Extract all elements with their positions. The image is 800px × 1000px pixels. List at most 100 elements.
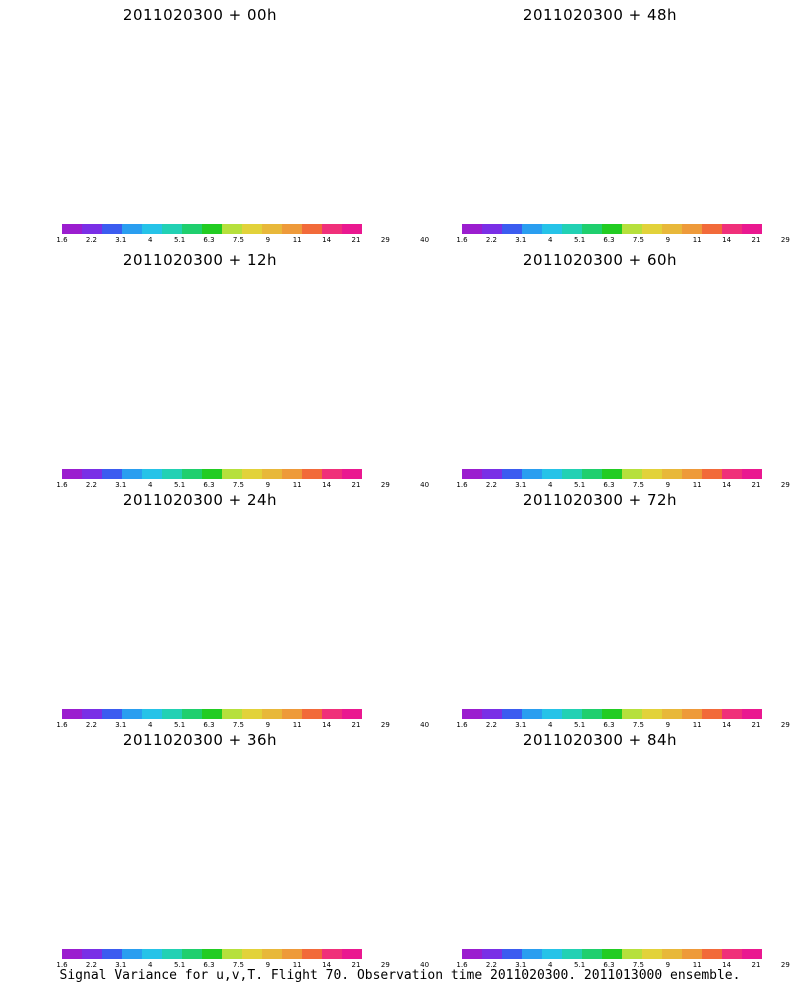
- colorbar-swatch: [222, 709, 242, 719]
- colorbar-tick-label: 40: [420, 481, 430, 489]
- variance-region-high: [191, 118, 208, 127]
- colorbar-tick-label: 2.2: [85, 721, 97, 729]
- forecast-panel: 2011020300 + 84h 1.6 2.2 3.1 4 5.1 6.3 7.5 9 11 14…: [400, 725, 800, 970]
- variance-region-mid: [165, 352, 205, 374]
- variance-region-low: [614, 784, 706, 841]
- colorbar-swatch: [342, 469, 362, 479]
- variance-map: [420, 273, 770, 458]
- variance-region-low: [238, 319, 283, 347]
- colorbar-tick-label: 3.1: [115, 481, 127, 489]
- colorbar-swatch: [102, 709, 122, 719]
- colorbar-swatch: [542, 469, 562, 479]
- colorbar-swatch: [722, 224, 742, 234]
- variance-region-mid: [596, 343, 655, 373]
- colorbar-swatch: [322, 949, 342, 959]
- colorbar-swatch: [582, 949, 602, 959]
- colorbar-tick-label: 14: [722, 481, 732, 489]
- variance-region-mid: [544, 820, 626, 865]
- colorbar-tick-label: 7.5: [632, 481, 644, 489]
- colorbar-tick-label: 1.6: [56, 481, 68, 489]
- colorbar-swatch: [62, 949, 82, 959]
- variance-region-high: [243, 99, 257, 107]
- colorbar-swatch: [622, 469, 642, 479]
- colorbar-tick-label: 11: [692, 961, 702, 969]
- variance-region-mid: [170, 109, 201, 126]
- colorbar-swatch: [162, 224, 182, 234]
- colorbar-tick-label: 11: [292, 236, 302, 244]
- colorbar-swatch: [482, 709, 502, 719]
- panel-title: 2011020300 + 00h: [122, 6, 278, 24]
- colorbar-swatch: [622, 224, 642, 234]
- colorbar-swatch: [202, 469, 222, 479]
- colorbar-tick-label: 2.2: [485, 721, 497, 729]
- colorbar-swatch: [302, 949, 322, 959]
- colorbar-tick-label: 6.3: [203, 236, 215, 244]
- colorbar-tick-label: 3.1: [515, 236, 527, 244]
- colorbar-tick-label: 4: [547, 721, 553, 729]
- variance-region-low: [533, 789, 677, 867]
- colorbar-swatch: [282, 469, 302, 479]
- colorbar-tick-label: 21: [351, 961, 361, 969]
- colorbar-swatch: [542, 224, 562, 234]
- variance-region-high: [238, 821, 262, 834]
- colorbar-swatch: [662, 469, 682, 479]
- colorbar-tick-label: 9: [665, 481, 671, 489]
- colorbar-swatch: [542, 709, 562, 719]
- colorbar-swatch: [82, 949, 102, 959]
- colorbar-swatch: [642, 949, 662, 959]
- colorbar-tick-label: 11: [292, 721, 302, 729]
- colorbar-swatch: [242, 709, 262, 719]
- colorbar: [462, 224, 762, 234]
- colorbar-swatch: [122, 224, 142, 234]
- colorbar-swatch: [322, 469, 342, 479]
- colorbar-tick-label: 14: [722, 961, 732, 969]
- colorbar-swatch: [102, 224, 122, 234]
- colorbar-swatch: [682, 469, 702, 479]
- variance-region-mid: [211, 106, 238, 120]
- colorbar-swatch: [122, 949, 142, 959]
- colorbar-swatch: [202, 224, 222, 234]
- variance-region-low: [165, 566, 246, 610]
- colorbar-swatch: [582, 224, 602, 234]
- colorbar-tick-label: 5.1: [574, 481, 586, 489]
- colorbar-swatch: [542, 949, 562, 959]
- variance-region-low: [528, 99, 612, 148]
- colorbar-tick-label: 3.1: [115, 721, 127, 729]
- colorbar-tick-label: 5.1: [174, 236, 186, 244]
- variance-region-mid: [589, 820, 661, 857]
- colorbar-tick-label: 29: [380, 961, 390, 969]
- variance-map: [20, 273, 370, 458]
- colorbar-tick-label: 29: [380, 721, 390, 729]
- colorbar-tick-label: 29: [780, 236, 790, 244]
- variance-region-high: [187, 601, 212, 615]
- variance-region-mid: [555, 101, 616, 135]
- variance-region-low: [178, 88, 232, 117]
- colorbar-swatch: [322, 224, 342, 234]
- variance-region-high: [633, 579, 667, 598]
- colorbar-swatch: [262, 709, 282, 719]
- colorbar-swatch: [502, 709, 522, 719]
- coastline: [40, 48, 355, 173]
- variance-region-low: [234, 557, 286, 589]
- forecast-panel: 2011020300 + 36h 1.6 2.2 3.1 4 5.1 6.3 7.5 9 11 14…: [0, 725, 429, 970]
- variance-region-low: [519, 578, 622, 638]
- colorbar-swatch: [222, 469, 242, 479]
- colorbar-swatch: [122, 709, 142, 719]
- colorbar-tick-label: 9: [665, 236, 671, 244]
- colorbar-tick-label: 21: [751, 721, 761, 729]
- colorbar-swatch: [182, 224, 202, 234]
- colorbar-tick-label: 5.1: [174, 721, 186, 729]
- colorbar: [462, 949, 762, 959]
- colorbar-swatch: [642, 709, 662, 719]
- variance-region-high: [241, 343, 259, 353]
- colorbar-tick-label: 7.5: [632, 721, 644, 729]
- colorbar-tick-label: 3.1: [515, 481, 527, 489]
- colorbar-swatch: [562, 469, 582, 479]
- variance-map: [20, 513, 370, 698]
- colorbar-swatch: [202, 949, 222, 959]
- variance-region-high: [189, 362, 211, 374]
- colorbar-swatch: [522, 949, 542, 959]
- colorbar-tick-label: 21: [751, 961, 761, 969]
